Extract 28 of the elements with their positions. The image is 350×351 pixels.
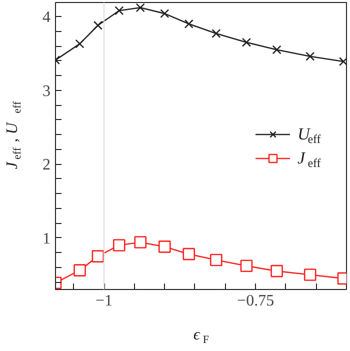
y-tick-label: 3 bbox=[42, 82, 50, 100]
point bbox=[304, 268, 316, 281]
point bbox=[160, 9, 170, 18]
point bbox=[182, 248, 196, 260]
point bbox=[270, 264, 283, 278]
point bbox=[74, 264, 86, 276]
point bbox=[134, 236, 147, 248]
point bbox=[75, 39, 84, 48]
x-tick-label: −0.75 bbox=[237, 292, 274, 310]
point bbox=[136, 3, 145, 12]
point bbox=[338, 56, 346, 66]
point bbox=[158, 240, 171, 253]
point bbox=[306, 52, 315, 61]
point bbox=[210, 254, 222, 266]
y-tick-label: 4 bbox=[42, 9, 50, 26]
x-tick-label: −1 bbox=[95, 292, 113, 310]
point bbox=[92, 250, 104, 262]
y-tick-label: 1 bbox=[42, 230, 50, 248]
point bbox=[240, 260, 253, 272]
y-axis-title: Jeff, Ueff bbox=[4, 101, 24, 170]
point bbox=[113, 239, 126, 252]
point bbox=[212, 28, 221, 38]
y-tick-label: 2 bbox=[42, 156, 50, 174]
point bbox=[93, 20, 102, 30]
point bbox=[242, 38, 252, 47]
point bbox=[114, 6, 124, 16]
point bbox=[272, 45, 282, 54]
point bbox=[184, 19, 194, 28]
